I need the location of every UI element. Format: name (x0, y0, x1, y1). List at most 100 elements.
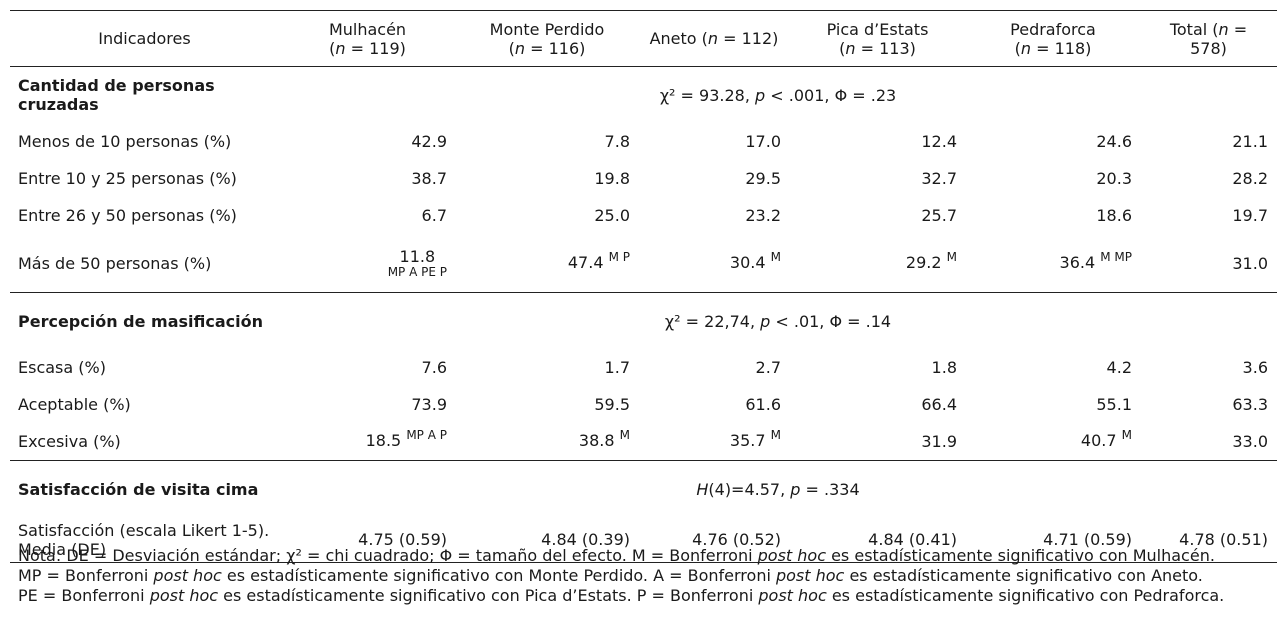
cell-value: 24.6 (1096, 132, 1132, 151)
table-row: Escasa (%) 7.6 1.7 2.7 1.8 4.2 3.6 (10, 349, 1277, 386)
results-table: Indicadores Mulhacén (n = 119) Monte Per… (10, 10, 1277, 563)
header-n-open: ( (329, 38, 336, 58)
cell-value: 59.5 (594, 395, 630, 414)
cell-value: 17.0 (745, 132, 781, 151)
table-row: Satisfacción (escala Likert 1-5). Media … (10, 517, 1277, 563)
significance-superscript: M (770, 428, 781, 442)
header-n-value: = 118) (1031, 38, 1092, 58)
section-statistic: H(4)=4.57, p = .334 (280, 460, 1277, 517)
header-pedraforca: Pedraforca (n = 118) (966, 10, 1141, 67)
cell-value: 31.9 (921, 432, 957, 451)
note-post-hoc: post hoc (775, 566, 845, 585)
header-mulhacen: Mulhacén (n = 119) (280, 10, 456, 67)
cell-value: 18.5 MP A P (280, 423, 456, 461)
cell-value: 30.4 M (639, 234, 790, 293)
cell-value: 32.7 (921, 169, 957, 188)
cell-value: 61.6 (745, 395, 781, 414)
note-post-hoc: post hoc (153, 566, 222, 585)
cell-value: 1.8 (931, 358, 957, 377)
note-line-3: PE = Bonferroni post hoc es estadísticam… (18, 586, 1278, 606)
cell-value: 4.2 (1106, 358, 1132, 377)
cell-value: 47.4 M P (456, 234, 639, 293)
cell-value: 25.7 (921, 206, 957, 225)
stat-h-value: (4)=4.57, (708, 479, 791, 499)
cell-value: 4.71 (0.59) (966, 517, 1141, 563)
table-row: Entre 26 y 50 personas (%) 6.7 25.0 23.2… (10, 197, 1277, 234)
cell-value: 12.4 (921, 132, 957, 151)
section-title: Percepción de masificación (10, 292, 280, 349)
header-n-symbol: n (707, 29, 719, 48)
cell-value: 29.5 (745, 169, 781, 188)
cell-value: 36.4 M MP (966, 234, 1141, 293)
cell-value: 33.0 (1232, 432, 1268, 451)
cell-value: 19.7 (1232, 206, 1268, 225)
cell-value: 6.7 (421, 206, 447, 225)
header-aneto-name: Aneto ( (649, 29, 708, 48)
cell-value: 7.8 (604, 132, 630, 151)
header-monte-perdido: Monte Perdido (n = 116) (456, 10, 639, 67)
note-post-hoc: post hoc (149, 586, 219, 605)
significance-superscript: M MP (1100, 249, 1132, 264)
significance-superscript: M (946, 249, 957, 264)
section-title: Satisfacción de visita cima (10, 460, 280, 517)
section-row-satisfaccion: Satisfacción de visita cima H(4)=4.57, p… (10, 460, 1277, 517)
cell-value: 66.4 (921, 395, 957, 414)
significance-superscript: M (770, 249, 781, 264)
row-label: Menos de 10 personas (%) (18, 132, 232, 151)
note-text: Nota: DE = Desviación estándar; χ² = chi… (18, 546, 758, 565)
table-row: Aceptable (%) 73.9 59.5 61.6 66.4 55.1 6… (10, 386, 1277, 423)
table-note: Nota: DE = Desviación estándar; χ² = chi… (18, 546, 1278, 606)
cell-number: 47.4 (567, 252, 604, 272)
cell-value: 42.9 (411, 132, 447, 151)
cell-number: 29.2 (905, 252, 942, 272)
header-pedraforca-name: Pedraforca (1010, 19, 1096, 39)
cell-value: 11.8 MP A PE P (280, 234, 456, 293)
note-post-hoc: post hoc (757, 546, 826, 565)
row-label: Satisfacción (escala Likert 1-5). Media … (10, 517, 280, 563)
cell-value: 23.2 (745, 206, 781, 225)
cell-value: 31.0 (1232, 253, 1268, 273)
stat-chi: χ² = 22,74, (664, 311, 761, 331)
header-n-value: = 116) (525, 38, 586, 58)
section-statistic: χ² = 93.28, p < .001, Φ = .23 (280, 67, 1277, 124)
header-n-value: = 578) (1190, 19, 1248, 58)
header-total-name: Total ( (1169, 19, 1219, 39)
header-n-symbol: n (1020, 38, 1032, 58)
significance-superscript: M (1121, 428, 1132, 442)
header-pica-destats-name: Pica d’Estats (826, 19, 929, 39)
header-mulhacen-name: Mulhacén (328, 19, 407, 39)
stat-rest: < .01, Φ = .14 (770, 311, 892, 331)
header-n-open: ( (508, 38, 515, 58)
header-n-open: ( (839, 38, 846, 58)
cell-value: 4.84 (0.41) (790, 517, 966, 563)
header-n-symbol: n (514, 38, 526, 58)
cell-value: 1.7 (604, 358, 630, 377)
note-text: PE = Bonferroni (18, 586, 150, 605)
header-indicadores: Indicadores (10, 10, 280, 67)
header-pica-destats: Pica d’Estats (n = 113) (790, 10, 966, 67)
cell-value: 3.6 (1242, 358, 1268, 377)
row-label: Excesiva (%) (18, 432, 121, 451)
cell-value: 63.3 (1232, 395, 1268, 414)
cell-number: 11.8 (399, 246, 436, 266)
row-label: Aceptable (%) (18, 395, 131, 414)
cell-value: 4.84 (0.39) (456, 517, 639, 563)
cell-value: 40.7 M (966, 423, 1141, 461)
significance-superscript: MP A P (406, 428, 447, 442)
note-text: es estadísticamente significativo con Mu… (826, 546, 1215, 565)
table-row: Entre 10 y 25 personas (%) 38.7 19.8 29.… (10, 160, 1277, 197)
stacked-value: 11.8 MP A PE P (388, 247, 447, 278)
section-row-cantidad-personas: Cantidad de personas cruzadas χ² = 93.28… (10, 67, 1277, 124)
section-statistic: χ² = 22,74, p < .01, Φ = .14 (280, 292, 1277, 349)
stat-p-symbol: p (755, 85, 766, 105)
cell-value: 73.9 (411, 395, 447, 414)
header-n-symbol: n (845, 38, 856, 58)
cell-value: 21.1 (1232, 132, 1268, 151)
cell-value: 38.7 (411, 169, 447, 188)
row-label: Escasa (%) (18, 358, 106, 377)
cell-number: 18.5 (365, 431, 402, 450)
cell-value: 4.78 (0.51) (1141, 517, 1277, 563)
cell-number: 40.7 (1080, 431, 1117, 450)
cell-value: 4.75 (0.59) (280, 517, 456, 563)
cell-value: 4.76 (0.52) (639, 517, 790, 563)
